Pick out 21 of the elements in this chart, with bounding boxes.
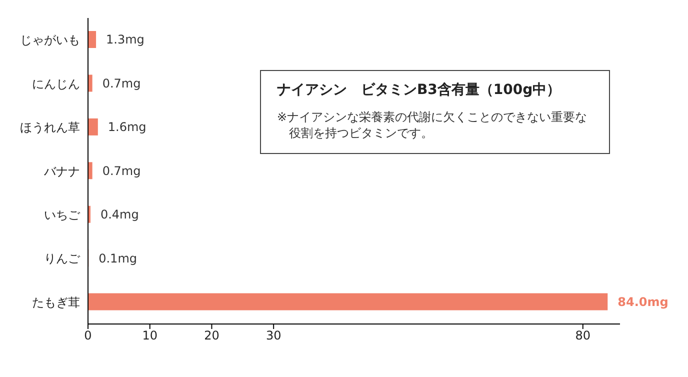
x-tick-label: 30 [266, 328, 282, 343]
x-tick-label: 20 [204, 328, 220, 343]
x-tick-label: 80 [575, 328, 591, 343]
data-label: 0.7mg [102, 164, 141, 178]
y-tick-label: りんご [44, 252, 81, 266]
data-label: 84.0mg [618, 294, 668, 309]
y-tick-label: ほうれん草 [20, 120, 80, 135]
y-tick-label: たもぎ茸 [32, 295, 80, 310]
data-label: 0.7mg [102, 76, 141, 90]
x-tick-label: 10 [142, 328, 158, 343]
data-label: 0.1mg [98, 251, 138, 266]
y-tick-label: バナナ [43, 164, 80, 178]
y-tick-label: いちご [44, 208, 81, 222]
data-label: 0.4mg [100, 208, 139, 222]
y-tick-label: じゃがいも [20, 33, 80, 48]
text-box: ナイアシン ビタミンB3含有量（100g中） ※ナイアシンな栄養素の代謝に欠くことのできない重要な役割を持つビタミンです。 [260, 70, 610, 154]
x-tick-label: 0 [84, 328, 92, 343]
data-label: 1.3mg [106, 32, 144, 47]
y-tick-label: にんじん [32, 76, 80, 91]
data-label: 1.6mg [108, 120, 146, 134]
annotation: ※ナイアシンな栄養素の代謝に欠くことのできない重要な役割を持つビタミンです。 [277, 109, 588, 142]
